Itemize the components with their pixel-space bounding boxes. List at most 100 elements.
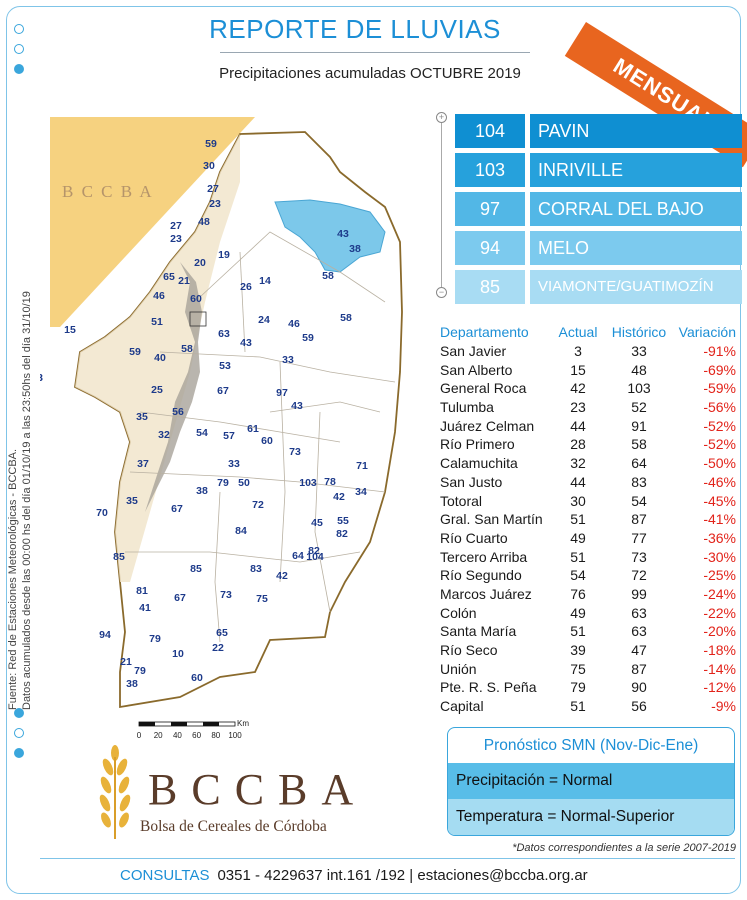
cell-historic: 90 xyxy=(631,679,647,696)
plus-icon: + xyxy=(436,112,447,123)
cell-variation: -91% xyxy=(703,343,736,359)
scale-tick: 20 xyxy=(154,731,163,740)
forecast-precipitation: Precipitación = Normal xyxy=(448,763,734,799)
scale-tick: 80 xyxy=(211,731,220,740)
col-variation: Variación xyxy=(678,324,736,340)
station-value: 26 xyxy=(240,281,252,293)
station-value: 14 xyxy=(259,275,271,287)
station-value: 72 xyxy=(252,499,264,511)
station-value: 50 xyxy=(238,477,250,489)
station-value: 35 xyxy=(136,411,148,423)
report-subtitle: Precipitaciones acumuladas OCTUBRE 2019 xyxy=(219,65,521,82)
map-watermark: B C C B A xyxy=(62,182,154,201)
cell-variation: -56% xyxy=(703,399,736,416)
station-value: 94 xyxy=(99,629,111,641)
cell-historic: 72 xyxy=(631,567,647,584)
cell-actual: 28 xyxy=(570,436,586,453)
forecast-box: Pronóstico SMN (Nov-Dic-Ene) Precipitaci… xyxy=(447,727,735,836)
station-value: 41 xyxy=(139,602,151,614)
department-table: Departamento Actual Histórico Variación … xyxy=(440,322,740,716)
station-value: 20 xyxy=(194,257,206,269)
cell-historic: 73 xyxy=(631,548,647,565)
station-value: 46 xyxy=(153,290,165,302)
station-value: 81 xyxy=(136,585,148,597)
table-row: Río Primero 28 58 -52% xyxy=(440,435,740,454)
station-value: 3 xyxy=(40,372,43,384)
cell-historic: 63 xyxy=(631,623,647,640)
station-value: 42 xyxy=(333,491,345,503)
station-value: 33 xyxy=(282,354,294,366)
station-value: 19 xyxy=(218,249,230,261)
cell-variation: -50% xyxy=(703,455,736,472)
cell-actual: 44 xyxy=(570,417,586,434)
station-value: 34 xyxy=(355,486,367,498)
station-value: 64 xyxy=(292,550,304,562)
station-value: 15 xyxy=(64,324,76,336)
station-value: 38 xyxy=(126,678,138,690)
station-value: 59 xyxy=(129,346,141,358)
station-value: 60 xyxy=(190,293,202,305)
station-value: 21 xyxy=(178,275,190,287)
cell-historic: 87 xyxy=(631,660,647,677)
cell-actual: 42 xyxy=(570,380,586,397)
cell-department: Río Primero xyxy=(440,436,515,453)
ranking-value: 97 xyxy=(455,192,525,226)
cell-variation: -36% xyxy=(703,529,736,546)
table-row: Colón 49 63 -22% xyxy=(440,604,740,623)
station-value: 103 xyxy=(299,477,317,489)
cell-variation: -45% xyxy=(703,492,736,509)
station-value: 43 xyxy=(337,228,349,240)
ranking-station: CORRAL DEL BAJO xyxy=(530,192,742,226)
page-frame xyxy=(6,6,741,894)
table-row: Marcos Juárez 76 99 -24% xyxy=(440,585,740,604)
table-row: Pte. R. S. Peña 79 90 -12% xyxy=(440,678,740,697)
station-value: 59 xyxy=(302,332,314,344)
cell-historic: 103 xyxy=(627,380,651,397)
table-row: Unión 75 87 -14% xyxy=(440,660,740,679)
cell-variation: -20% xyxy=(703,623,736,640)
cell-historic: 64 xyxy=(631,455,647,472)
minus-icon: − xyxy=(436,287,447,298)
station-value: 42 xyxy=(276,570,288,582)
cell-historic: 33 xyxy=(631,343,647,359)
cell-variation: -30% xyxy=(703,548,736,565)
cell-variation: -22% xyxy=(703,604,736,621)
station-value: 23 xyxy=(209,198,221,210)
cell-department: General Roca xyxy=(440,380,527,397)
station-value: 54 xyxy=(196,427,208,439)
ranking-station: MELO xyxy=(530,231,742,265)
decor-dot xyxy=(14,44,24,54)
decor-dot xyxy=(14,64,24,74)
cell-variation: -59% xyxy=(703,380,736,397)
station-value: 58 xyxy=(322,270,334,282)
cell-historic: 48 xyxy=(631,361,647,378)
cell-actual: 49 xyxy=(570,529,586,546)
cell-historic: 91 xyxy=(631,417,647,434)
station-value: 32 xyxy=(158,429,170,441)
cell-department: Gral. San Martín xyxy=(440,511,543,528)
table-header: Departamento Actual Histórico Variación xyxy=(440,322,740,342)
forecast-temperature: Temperatura = Normal-Superior xyxy=(448,799,734,835)
cell-historic: 63 xyxy=(631,604,647,621)
table-row: Gral. San Martín 51 87 -41% xyxy=(440,510,740,529)
col-department: Departamento xyxy=(440,324,529,340)
scale-tick: 100 xyxy=(228,731,242,740)
station-value: 67 xyxy=(174,592,186,604)
cell-department: San Justo xyxy=(440,473,503,490)
cell-historic: 56 xyxy=(631,698,647,715)
footnote: *Datos correspondientes a la serie 2007-… xyxy=(512,842,736,854)
station-value: 104 xyxy=(306,551,324,563)
station-value: 79 xyxy=(149,633,161,645)
station-value: 58 xyxy=(340,312,352,324)
scale-ticks: 0 20 40 60 80 100 xyxy=(137,731,242,740)
cell-actual: 54 xyxy=(570,567,586,584)
station-value: 55 xyxy=(337,515,349,527)
table-row: General Roca 42 103 -59% xyxy=(440,379,740,398)
cell-department: Tulumba xyxy=(440,399,494,416)
col-actual: Actual xyxy=(558,324,598,340)
decor-dot xyxy=(14,708,24,718)
cell-variation: -69% xyxy=(703,361,736,378)
map-scale: Km 0 20 40 60 80 100 xyxy=(137,719,250,740)
